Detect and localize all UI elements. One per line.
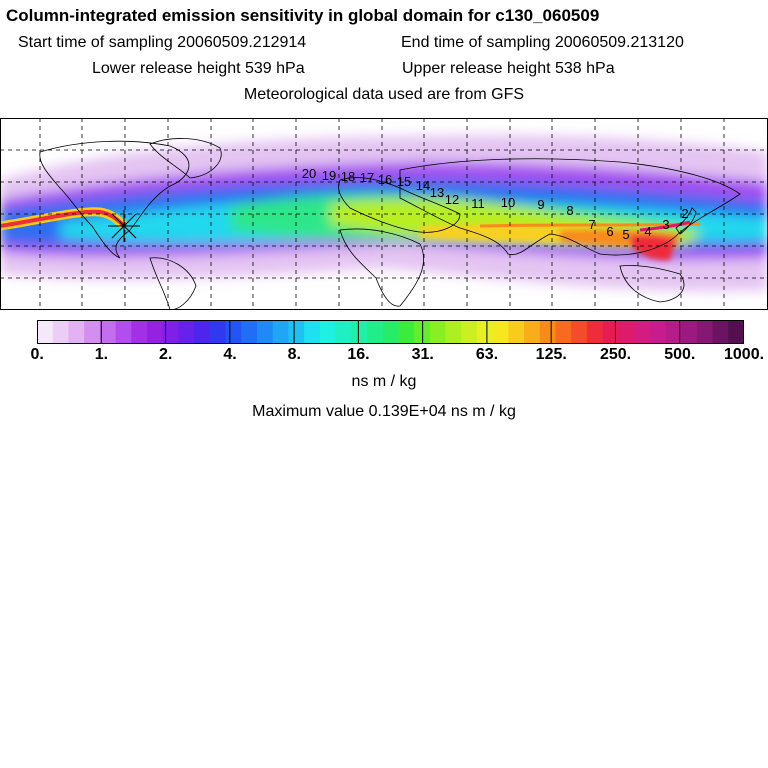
color-scale-cell <box>366 320 384 344</box>
color-scale-cell <box>84 320 101 344</box>
emission-sensitivity-map: 20 19 18 17 16 15 14 13 12 11 10 9 87 6 5 4 32 <box>0 118 768 310</box>
meteorological-data-note: Meteorological data used are from GFS <box>243 86 525 103</box>
color-scale-cell <box>272 320 289 344</box>
trajectory-time-label: 20 <box>302 166 316 181</box>
color-scale-tick-label: 2. <box>159 346 173 363</box>
color-scale-cell <box>115 320 132 344</box>
color-scale-cell <box>225 320 242 344</box>
color-scale-cell <box>539 320 557 344</box>
color-scale-cell <box>492 320 509 344</box>
color-scale-cell <box>99 320 117 344</box>
color-scale-tick-label: 8. <box>287 346 301 363</box>
color-scale-tick-label: 1. <box>94 346 109 363</box>
color-scale-tick-label: 125. <box>535 346 567 363</box>
color-scale-tick-label: 63. <box>475 346 499 363</box>
color-scale-cell <box>712 320 729 344</box>
trajectory-time-label: 8 <box>566 203 573 218</box>
map-title: Column-integrated emission sensitivity i… <box>6 6 600 25</box>
receptor-star-icon <box>108 210 140 242</box>
color-scale-tick-label: 500. <box>664 346 696 363</box>
trajectory-time-label: 13 <box>430 185 444 200</box>
color-scale-cell <box>256 320 274 344</box>
trajectory-labels: 20 19 18 17 16 15 14 13 12 11 10 9 87 6 5 4 32 <box>302 166 689 242</box>
color-scale-cell <box>524 320 541 344</box>
maximum-value-note: Maximum value 0.139E+04 ns m / kg <box>252 403 516 420</box>
color-scale-cell <box>555 320 572 344</box>
color-scale-cell <box>681 320 698 344</box>
trajectory-time-label: 9 <box>537 197 544 212</box>
color-scale-cell <box>382 320 399 344</box>
color-scale-cell <box>146 320 164 344</box>
trajectory-time-label: 10 <box>501 195 515 210</box>
trajectory-time-label: 4 <box>644 224 651 239</box>
lat-lon-grid <box>0 118 768 310</box>
color-scale-tick-label: 16. <box>347 346 370 363</box>
color-scale-cell <box>586 320 604 344</box>
trajectory-time-label: 12 <box>445 192 459 207</box>
color-scale-cell <box>288 320 305 344</box>
color-scale-cell <box>445 320 462 344</box>
color-scale-tick-label: 31. <box>411 346 434 363</box>
trajectory-time-label: 17 <box>360 170 374 185</box>
color-scale-cell <box>52 320 70 344</box>
trajectory-time-label: 5 <box>622 227 629 242</box>
color-scale-cell <box>602 320 619 344</box>
color-scale-cell <box>618 320 635 344</box>
sampling-end-time: End time of sampling 20060509.213120 <box>401 34 684 51</box>
color-scale-cell <box>304 320 321 344</box>
trajectory-time-label: 19 <box>322 168 336 183</box>
trajectory-time-label: 2 <box>681 206 688 221</box>
color-scale-cell <box>476 320 494 344</box>
color-scale-tick-label: 1000. <box>724 346 765 363</box>
color-scale-tick-label: 250. <box>599 346 632 363</box>
color-scale-cell <box>241 320 258 344</box>
continent-outlines <box>39 138 741 310</box>
trajectory-time-label: 7 <box>588 217 595 232</box>
color-scale-cell <box>461 320 478 344</box>
color-scale-cell <box>131 320 148 344</box>
trajectory-time-label: 18 <box>341 169 355 184</box>
trajectory-time-label: 14 <box>416 178 430 193</box>
color-scale-cell <box>351 320 368 344</box>
trajectory-time-label: 16 <box>378 172 392 187</box>
color-scale-cell <box>194 320 211 344</box>
color-scale-cell <box>335 320 352 344</box>
sampling-start-time: Start time of sampling 20060509.212914 <box>18 34 307 51</box>
color-scale-cell <box>665 320 682 344</box>
color-scale-tick-label: 4. <box>223 346 237 363</box>
color-scale-cell <box>68 320 85 344</box>
trajectory-time-label: 6 <box>606 224 613 239</box>
color-scale-cell <box>319 320 337 344</box>
color-scale-cell <box>649 320 667 344</box>
color-scale-cell <box>696 320 714 344</box>
color-scale-cell <box>209 320 227 344</box>
trajectory-time-label: 15 <box>397 174 411 189</box>
color-scale-cell <box>508 320 525 344</box>
trajectory-time-label: 11 <box>471 196 485 211</box>
trajectory-time-label: 3 <box>662 217 669 232</box>
color-scale-bar <box>37 320 744 344</box>
color-scale-units: ns m / kg <box>351 373 417 390</box>
lower-release-height: Lower release height 539 hPa <box>92 60 305 77</box>
sensitivity-field <box>0 134 768 292</box>
color-scale-tick-label: 0. <box>30 346 44 363</box>
color-scale-cell <box>162 320 179 344</box>
color-scale-cell <box>728 320 744 344</box>
color-scale-cell <box>398 320 415 344</box>
color-scale-cell <box>178 320 195 344</box>
color-scale-cell <box>37 320 54 344</box>
upper-release-height: Upper release height 538 hPa <box>402 60 615 77</box>
color-scale-cell <box>429 320 447 344</box>
color-scale-cell <box>571 320 588 344</box>
color-scale-cell <box>634 320 651 344</box>
